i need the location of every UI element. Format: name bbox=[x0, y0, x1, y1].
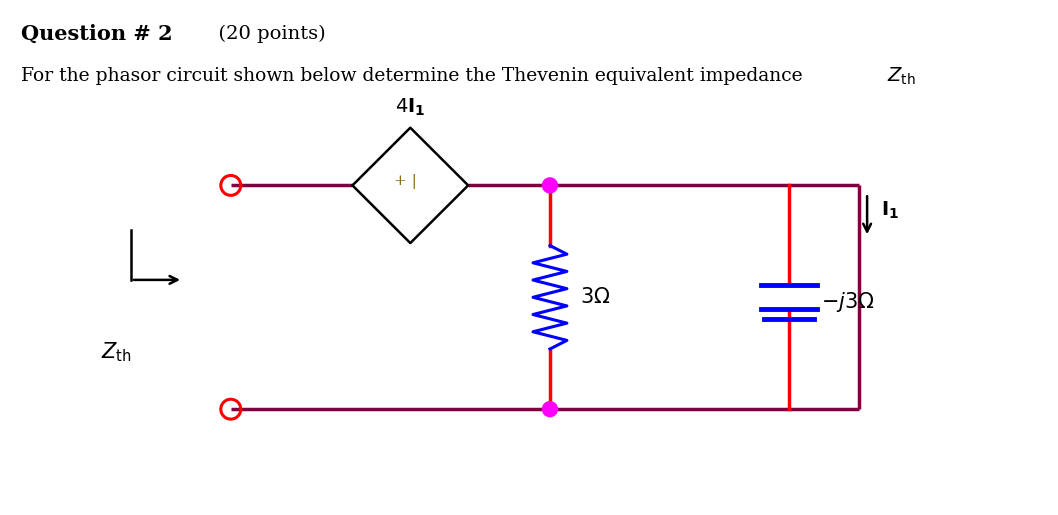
Text: $4\mathbf{I_1}$: $4\mathbf{I_1}$ bbox=[395, 96, 425, 118]
Text: Question # 2: Question # 2 bbox=[21, 24, 172, 44]
Circle shape bbox=[543, 402, 558, 417]
Circle shape bbox=[543, 178, 558, 193]
Text: $-j3\Omega$: $-j3\Omega$ bbox=[821, 290, 875, 314]
Text: (20 points): (20 points) bbox=[206, 25, 326, 43]
Text: $\mathbf{I_1}$: $\mathbf{I_1}$ bbox=[881, 200, 899, 221]
Text: $Z_{\mathrm{th}}$: $Z_{\mathrm{th}}$ bbox=[102, 341, 132, 364]
Text: + |: + | bbox=[394, 174, 417, 189]
Text: $Z_{\mathrm{th}}$: $Z_{\mathrm{th}}$ bbox=[887, 65, 916, 87]
Text: $3\Omega$: $3\Omega$ bbox=[580, 287, 610, 307]
Text: For the phasor circuit shown below determine the Thevenin equivalent impedance: For the phasor circuit shown below deter… bbox=[21, 67, 809, 85]
